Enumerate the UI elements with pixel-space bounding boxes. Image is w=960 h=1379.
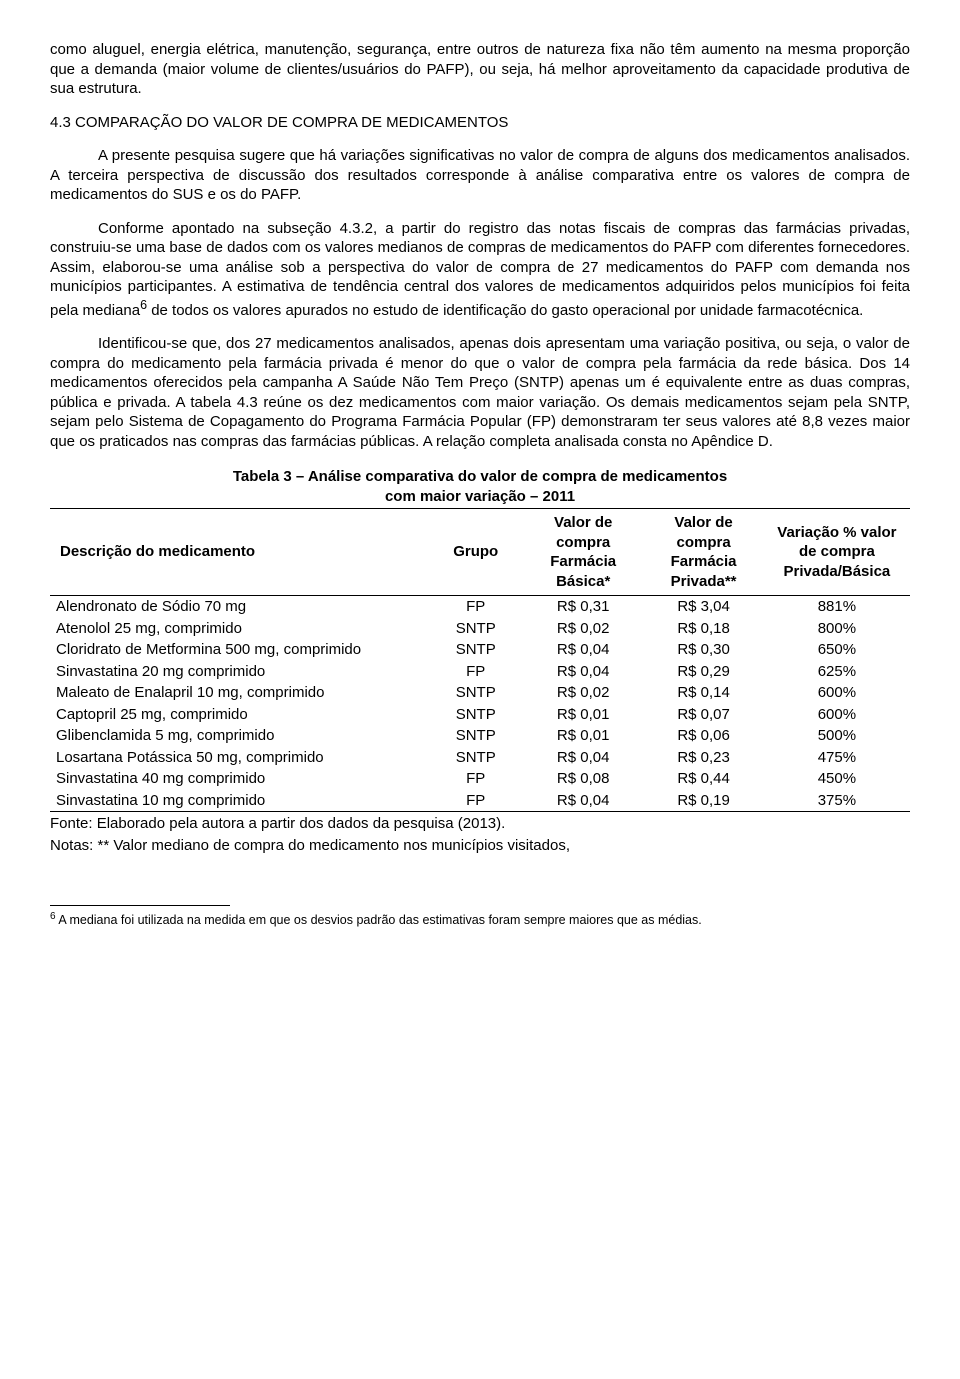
medicamentos-table: Descrição do medicamento Grupo Valor de … (50, 508, 910, 812)
cell-valor-privada: R$ 0,14 (643, 682, 763, 704)
table-row: Cloridrato de Metformina 500 mg, comprim… (50, 639, 910, 661)
cell-grupo: FP (428, 661, 523, 683)
table-row: Sinvastatina 10 mg comprimidoFPR$ 0,04R$… (50, 790, 910, 812)
table-row: Atenolol 25 mg, comprimidoSNTPR$ 0,02R$ … (50, 618, 910, 640)
cell-valor-privada: R$ 3,04 (643, 596, 763, 618)
cell-valor-basica: R$ 0,02 (523, 618, 643, 640)
col-descricao: Descrição do medicamento (50, 509, 428, 596)
footnote-ref: 6 (140, 298, 147, 312)
cell-grupo: SNTP (428, 725, 523, 747)
cell-valor-privada: R$ 0,23 (643, 747, 763, 769)
cell-valor-privada: R$ 0,19 (643, 790, 763, 812)
cell-descricao: Glibenclamida 5 mg, comprimido (50, 725, 428, 747)
table-row: Sinvastatina 40 mg comprimidoFPR$ 0,08R$… (50, 768, 910, 790)
cell-grupo: SNTP (428, 682, 523, 704)
cell-variacao: 881% (764, 596, 910, 618)
cell-grupo: FP (428, 790, 523, 812)
cell-descricao: Losartana Potássica 50 mg, comprimido (50, 747, 428, 769)
cell-descricao: Sinvastatina 40 mg comprimido (50, 768, 428, 790)
cell-descricao: Cloridrato de Metformina 500 mg, comprim… (50, 639, 428, 661)
cell-grupo: SNTP (428, 747, 523, 769)
cell-valor-privada: R$ 0,30 (643, 639, 763, 661)
cell-grupo: SNTP (428, 639, 523, 661)
cell-valor-privada: R$ 0,06 (643, 725, 763, 747)
col-valor-basica: Valor de compra Farmácia Básica* (523, 509, 643, 596)
cell-valor-basica: R$ 0,31 (523, 596, 643, 618)
cell-grupo: FP (428, 768, 523, 790)
table-row: Maleato de Enalapril 10 mg, comprimidoSN… (50, 682, 910, 704)
cell-variacao: 475% (764, 747, 910, 769)
table-fonte: Fonte: Elaborado pela autora a partir do… (50, 814, 910, 834)
table-title-line1: Tabela 3 – Análise comparativa do valor … (233, 468, 727, 485)
cell-valor-basica: R$ 0,04 (523, 639, 643, 661)
cell-valor-privada: R$ 0,18 (643, 618, 763, 640)
cell-grupo: SNTP (428, 704, 523, 726)
table-row: Glibenclamida 5 mg, comprimidoSNTPR$ 0,0… (50, 725, 910, 747)
cell-descricao: Sinvastatina 10 mg comprimido (50, 790, 428, 812)
table-row: Alendronato de Sódio 70 mgFPR$ 0,31R$ 3,… (50, 596, 910, 618)
table-row: Captopril 25 mg, comprimidoSNTPR$ 0,01R$… (50, 704, 910, 726)
cell-variacao: 600% (764, 682, 910, 704)
table-row: Losartana Potássica 50 mg, comprimidoSNT… (50, 747, 910, 769)
cell-valor-basica: R$ 0,04 (523, 747, 643, 769)
table-body: Alendronato de Sódio 70 mgFPR$ 0,31R$ 3,… (50, 596, 910, 812)
cell-descricao: Atenolol 25 mg, comprimido (50, 618, 428, 640)
cell-variacao: 650% (764, 639, 910, 661)
cell-variacao: 625% (764, 661, 910, 683)
section-heading: 4.3 COMPARAÇÃO DO VALOR DE COMPRA DE MED… (50, 113, 910, 133)
paragraph-3: Conforme apontado na subseção 4.3.2, a p… (50, 219, 910, 321)
cell-descricao: Alendronato de Sódio 70 mg (50, 596, 428, 618)
cell-valor-privada: R$ 0,44 (643, 768, 763, 790)
cell-valor-privada: R$ 0,07 (643, 704, 763, 726)
col-valor-privada: Valor de compra Farmácia Privada** (643, 509, 763, 596)
paragraph-3b: de todos os valores apurados no estudo d… (147, 302, 863, 319)
table-title-line2: com maior variação – 2011 (385, 488, 575, 505)
cell-descricao: Sinvastatina 20 mg comprimido (50, 661, 428, 683)
paragraph-intro: como aluguel, energia elétrica, manutenç… (50, 40, 910, 99)
table-notas: Notas: ** Valor mediano de compra do med… (50, 836, 910, 856)
cell-variacao: 450% (764, 768, 910, 790)
cell-valor-basica: R$ 0,04 (523, 661, 643, 683)
col-variacao: Variação % valor de compra Privada/Básic… (764, 509, 910, 596)
cell-grupo: SNTP (428, 618, 523, 640)
footnote-text: A mediana foi utilizada na medida em que… (56, 913, 702, 927)
cell-variacao: 800% (764, 618, 910, 640)
cell-valor-privada: R$ 0,29 (643, 661, 763, 683)
table-title: Tabela 3 – Análise comparativa do valor … (50, 467, 910, 506)
table-header-row: Descrição do medicamento Grupo Valor de … (50, 509, 910, 596)
cell-variacao: 600% (764, 704, 910, 726)
footnote: 6 A mediana foi utilizada na medida em q… (50, 910, 910, 928)
cell-variacao: 375% (764, 790, 910, 812)
paragraph-4: Identificou-se que, dos 27 medicamentos … (50, 334, 910, 451)
cell-descricao: Maleato de Enalapril 10 mg, comprimido (50, 682, 428, 704)
col-grupo: Grupo (428, 509, 523, 596)
cell-variacao: 500% (764, 725, 910, 747)
cell-valor-basica: R$ 0,01 (523, 725, 643, 747)
cell-descricao: Captopril 25 mg, comprimido (50, 704, 428, 726)
cell-grupo: FP (428, 596, 523, 618)
cell-valor-basica: R$ 0,04 (523, 790, 643, 812)
paragraph-2: A presente pesquisa sugere que há variaç… (50, 146, 910, 205)
cell-valor-basica: R$ 0,08 (523, 768, 643, 790)
cell-valor-basica: R$ 0,01 (523, 704, 643, 726)
table-row: Sinvastatina 20 mg comprimidoFPR$ 0,04R$… (50, 661, 910, 683)
footnote-separator (50, 905, 230, 906)
cell-valor-basica: R$ 0,02 (523, 682, 643, 704)
